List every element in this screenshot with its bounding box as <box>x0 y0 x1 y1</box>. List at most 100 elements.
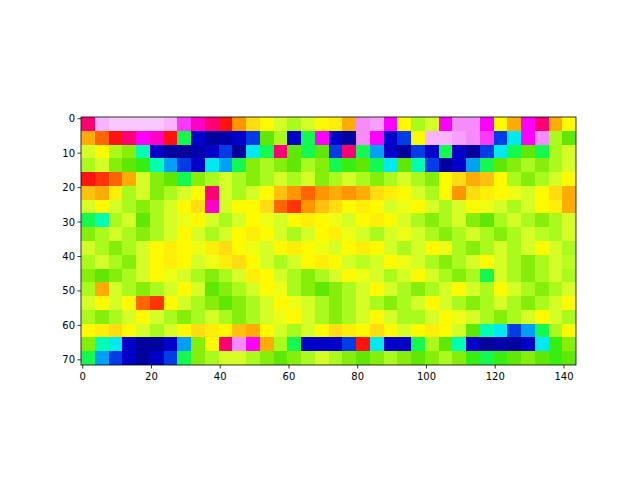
cell <box>287 351 301 365</box>
cell <box>342 255 356 269</box>
cell <box>452 131 466 145</box>
cell <box>535 324 549 338</box>
cell <box>535 172 549 186</box>
cell <box>136 158 150 172</box>
cell <box>205 255 219 269</box>
cell <box>246 200 260 214</box>
x-tick-label: 140 <box>554 371 573 382</box>
cell <box>219 296 233 310</box>
cell <box>411 296 425 310</box>
cell <box>81 145 95 159</box>
cell <box>164 200 178 214</box>
cell <box>177 172 191 186</box>
cell <box>521 282 535 296</box>
cell <box>521 241 535 255</box>
cell <box>205 282 219 296</box>
cell <box>315 117 329 131</box>
cell <box>205 351 219 365</box>
cell <box>494 213 508 227</box>
cell <box>480 241 494 255</box>
cell <box>507 310 521 324</box>
cell <box>425 200 439 214</box>
cell <box>164 172 178 186</box>
cell <box>232 269 246 283</box>
cell <box>122 324 136 338</box>
cell <box>562 227 576 241</box>
cell <box>287 282 301 296</box>
y-tick-label: 30 <box>62 217 75 228</box>
cell <box>549 337 563 351</box>
cell <box>507 213 521 227</box>
cell <box>466 241 480 255</box>
cell <box>370 241 384 255</box>
cell <box>232 158 246 172</box>
cell <box>287 227 301 241</box>
cell <box>219 282 233 296</box>
cell <box>260 337 274 351</box>
cell <box>274 296 288 310</box>
cell <box>425 158 439 172</box>
cell <box>246 227 260 241</box>
cell <box>521 324 535 338</box>
cell <box>562 337 576 351</box>
cell <box>466 324 480 338</box>
cell <box>384 324 398 338</box>
cell <box>109 227 123 241</box>
cell <box>466 145 480 159</box>
cell <box>356 241 370 255</box>
cell <box>122 172 136 186</box>
x-tick <box>220 365 221 369</box>
cell <box>136 145 150 159</box>
cell <box>274 145 288 159</box>
cell <box>562 269 576 283</box>
cell <box>411 172 425 186</box>
cell <box>494 337 508 351</box>
cell <box>466 282 480 296</box>
cell <box>452 296 466 310</box>
cell <box>260 117 274 131</box>
cell <box>425 282 439 296</box>
cell <box>191 241 205 255</box>
cell <box>232 200 246 214</box>
cell <box>425 310 439 324</box>
cell <box>315 213 329 227</box>
cell <box>507 282 521 296</box>
cell <box>246 131 260 145</box>
cell <box>164 296 178 310</box>
cell <box>232 213 246 227</box>
cell <box>384 227 398 241</box>
cell <box>397 145 411 159</box>
cell <box>439 351 453 365</box>
cell <box>164 131 178 145</box>
cell <box>411 255 425 269</box>
y-tick <box>78 290 82 291</box>
cell <box>397 227 411 241</box>
cell <box>466 200 480 214</box>
cell <box>122 310 136 324</box>
cell <box>329 186 343 200</box>
cell <box>122 200 136 214</box>
cell <box>150 282 164 296</box>
cell <box>425 227 439 241</box>
cell <box>246 255 260 269</box>
cell <box>232 172 246 186</box>
cell <box>95 145 109 159</box>
cell <box>425 213 439 227</box>
cell <box>342 158 356 172</box>
cell <box>109 241 123 255</box>
cell <box>411 241 425 255</box>
cell <box>466 131 480 145</box>
cell <box>177 255 191 269</box>
cell <box>205 172 219 186</box>
cell <box>164 227 178 241</box>
cell <box>177 269 191 283</box>
cell <box>274 282 288 296</box>
y-tick <box>78 256 82 257</box>
x-tick <box>82 365 83 369</box>
cell <box>260 269 274 283</box>
cell <box>205 324 219 338</box>
cell <box>274 131 288 145</box>
cell <box>342 241 356 255</box>
cell <box>260 227 274 241</box>
cell <box>384 282 398 296</box>
